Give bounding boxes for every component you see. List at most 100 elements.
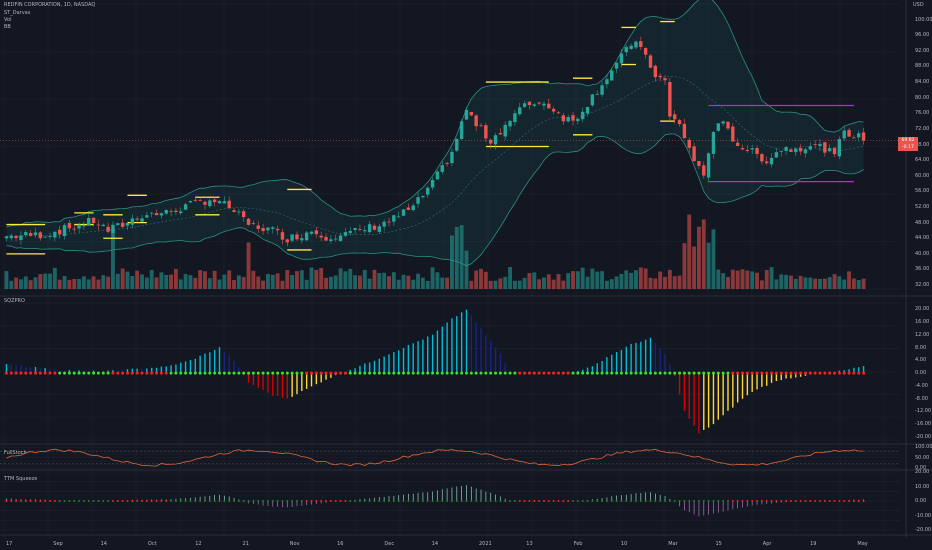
volume-bar (604, 280, 609, 289)
candle-body (716, 123, 720, 131)
sqzpro-bar (422, 339, 424, 374)
candle-body (740, 147, 745, 150)
squeeze-dot (784, 371, 788, 375)
volume-bar (774, 279, 779, 289)
ttm-dot (581, 500, 584, 502)
ttm-bar (480, 489, 482, 501)
ttm-bar (737, 501, 739, 509)
squeeze-dot (198, 371, 202, 375)
squeeze-dot (711, 371, 715, 375)
sqzpro-bar (654, 342, 657, 374)
ttm-dot (368, 500, 371, 502)
candle-body (813, 144, 817, 145)
candle-body (154, 213, 159, 216)
ttm-dot (789, 500, 792, 502)
ttm-bar (364, 498, 366, 501)
candle-body (338, 235, 343, 241)
squeeze-dot (237, 371, 241, 375)
squeeze-dot (111, 371, 115, 375)
ttm-dot (223, 500, 226, 502)
ttm-dot (504, 500, 507, 502)
squeeze-dot (310, 371, 314, 375)
squeeze-dot (610, 371, 614, 375)
volume-bar (348, 268, 353, 289)
ttm-dot (145, 500, 148, 502)
volume-bar (701, 219, 706, 289)
ttm-bar (388, 496, 390, 501)
sqzpro-bar (736, 373, 739, 403)
price-tick: 84.00 (915, 79, 930, 86)
squeeze-dot (29, 371, 33, 375)
ttm-dot (751, 500, 754, 502)
ttm-dot (659, 500, 662, 502)
ttm-bar (688, 501, 690, 513)
candle-body (857, 133, 861, 138)
volume-bar (861, 278, 866, 289)
sqzpro-bar (39, 368, 42, 374)
volume-bar (164, 274, 169, 289)
squeeze-dot (658, 371, 662, 375)
ttm-dot (731, 500, 734, 502)
sqzpro-bar (354, 368, 356, 374)
ttm-bar (495, 494, 496, 501)
volume-bar (730, 269, 735, 289)
ttm-bar (403, 494, 404, 501)
candle-body (358, 229, 362, 230)
sqzpro-bar (257, 373, 259, 388)
ttm-bar (771, 501, 772, 504)
volume-bar (411, 279, 416, 289)
sqzpro-bar (165, 366, 167, 374)
squeeze-dot (779, 371, 783, 375)
ttm-dot (460, 500, 463, 502)
candle-body (183, 204, 188, 210)
volume-bar (314, 269, 319, 289)
volume-bar (464, 250, 469, 289)
volume-bar (241, 277, 246, 289)
sqzpro-bar (238, 367, 240, 374)
sqzpro-bar (640, 341, 642, 374)
candle-body (624, 47, 628, 53)
candle-body (164, 209, 168, 214)
squeeze-dot (828, 371, 832, 375)
ttm-dot (199, 500, 202, 502)
ttm-bar (185, 498, 186, 501)
ttm-dot (838, 500, 841, 502)
ttm-dot (315, 500, 318, 502)
candle-body (614, 62, 619, 69)
ttm-bar (277, 501, 278, 507)
squeeze-dot (803, 371, 807, 375)
volume-bar (304, 279, 309, 289)
ttm-dot (58, 500, 61, 502)
squeeze-dot (334, 371, 338, 375)
indicator-label-darvas[interactable]: ST_Darvas (4, 10, 31, 16)
candle-body (256, 225, 260, 229)
squeeze-dot (745, 371, 749, 375)
volume-bar (406, 275, 411, 289)
indicator-label-bb[interactable]: BB (4, 24, 11, 30)
volume-bar (280, 280, 285, 289)
ttm-bar (625, 494, 627, 501)
ttm-dot (179, 500, 182, 502)
candle-body (629, 45, 633, 49)
volume-bar (178, 279, 183, 289)
squeeze-dot (314, 371, 318, 375)
candle-body (217, 201, 222, 204)
squeeze-dot (644, 371, 648, 375)
indicator-label-vol[interactable]: Vol (4, 17, 12, 23)
sqzpro-tick: 20.00 (915, 306, 930, 313)
ttm-bar (296, 501, 298, 507)
squeeze-dot (842, 371, 846, 375)
squeeze-dot (174, 371, 178, 375)
ttm-dot (576, 500, 579, 502)
ttm-bar (630, 494, 632, 501)
ttm-bar (291, 501, 293, 508)
last-price-value: 69.82 (901, 138, 915, 143)
candle-body (101, 224, 105, 227)
ttm-dot (484, 500, 487, 502)
sqzpro-bar (615, 351, 618, 374)
sqzpro-bar (717, 373, 719, 420)
currency-label[interactable]: USD (913, 2, 924, 8)
ttm-dot (116, 500, 119, 502)
volume-bar (512, 280, 517, 289)
volume-bar (793, 278, 798, 289)
